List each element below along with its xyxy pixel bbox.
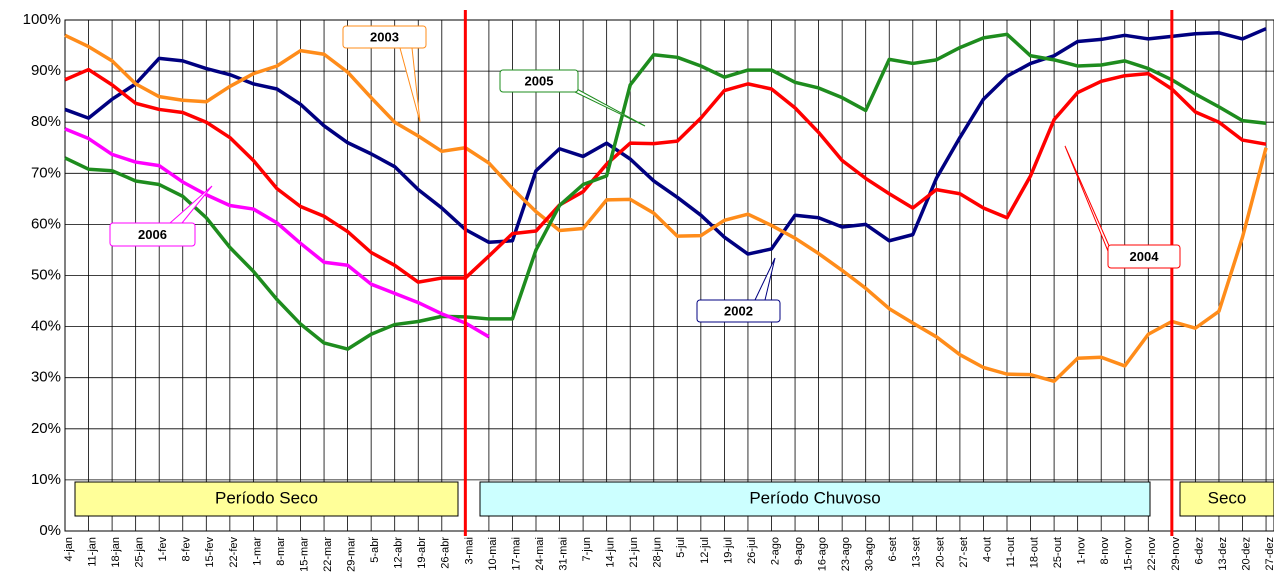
callout-box [696,299,781,323]
y-tick-label: 30% [31,369,61,386]
x-tick-label: 27-dez [1264,537,1274,571]
callout-box [342,25,427,49]
y-tick-label: 10% [31,471,61,488]
x-tick-label: 1-fev [157,537,169,562]
x-tick-label: 25-jan [134,537,146,568]
x-tick-label: 23-ago [840,537,852,571]
y-tick-label: 90% [31,62,61,79]
x-tick-label: 22-mar [322,537,334,572]
x-tick-label: 1-nov [1076,537,1088,565]
x-tick-label: 22-fev [228,537,240,568]
x-tick-label: 5-jul [675,537,687,558]
x-tick-label: 25-out [1052,537,1064,568]
x-tick-label: 10-mai [487,537,499,571]
x-tick-label: 15-nov [1123,537,1135,571]
callout-box [1107,244,1181,269]
period-label: Período Chuvoso [749,488,880,507]
series-line [64,33,1268,384]
y-tick-label: 60% [31,215,61,232]
x-tick-label: 15-mar [298,537,310,572]
x-tick-label: 26-jul [746,537,758,564]
series-line [64,32,1267,351]
callout-label: 2006 [138,227,167,242]
x-tick-label: 8-mar [275,537,287,566]
period-box [479,481,1151,517]
x-tick-label: 2-ago [769,537,781,565]
x-tick-label: 24-mai [534,537,546,571]
x-tick-label: 12-abr [393,537,405,569]
x-tick-label: 15-fev [204,537,216,568]
x-tick-label: 8-fev [181,537,193,562]
x-tick-label: 6-set [887,537,899,561]
callout-box [499,69,579,93]
x-tick-label: 13-dez [1217,537,1229,571]
x-tick-label: 27-set [958,537,970,568]
x-tick-label: 4-jan [63,537,75,561]
period-box [1179,481,1274,517]
x-tick-label: 12-jul [699,537,711,564]
x-tick-label: 20-set [934,537,946,568]
x-tick-label: 21-jun [628,537,640,568]
series-line [64,127,490,339]
y-tick-label: 20% [31,420,61,437]
y-tick-label: 50% [31,266,61,283]
x-tick-label: 13-set [911,537,923,568]
x-tick-label: 3-mai [463,537,475,565]
x-tick-label: 29-nov [1170,537,1182,571]
x-tick-label: 5-abr [369,537,381,563]
x-tick-label: 19-jul [722,537,734,564]
period-box [74,481,459,517]
callout-label: 2004 [1130,249,1160,264]
x-tick-label: 1-mar [251,537,263,566]
y-tick-label: 40% [31,318,61,335]
callout-box [109,222,196,247]
x-tick-label: 6-dez [1193,537,1205,565]
x-tick-label: 8-nov [1099,537,1111,565]
x-tick-label: 11-out [1005,537,1017,567]
period-label: Período Seco [215,488,318,507]
x-tick-label: 9-ago [793,537,805,565]
x-tick-label: 18-jan [110,537,122,568]
period-label: Seco [1208,488,1247,507]
callout-label: 2005 [525,73,554,88]
series-line [64,27,1267,256]
callout-label: 2003 [370,29,399,44]
x-tick-label: 29-mar [346,537,358,572]
x-tick-label: 19-abr [416,537,428,569]
x-tick-label: 17-mai [510,537,522,571]
y-tick-label: 0% [39,522,61,539]
x-tick-label: 30-ago [864,537,876,571]
x-tick-label: 14-jun [605,537,617,568]
x-tick-label: 16-ago [817,537,829,571]
x-tick-label: 11-jan [86,537,98,567]
x-tick-label: 31-mai [557,537,569,571]
x-tick-label: 20-dez [1240,537,1252,571]
y-tick-label: 100% [23,11,61,28]
series-line [64,67,1267,284]
x-tick-label: 4-out [981,537,993,562]
y-tick-label: 80% [31,113,61,130]
x-tick-label: 7-jun [581,537,593,561]
x-tick-label: 26-abr [440,537,452,569]
x-tick-label: 22-nov [1146,537,1158,571]
callout-label: 2002 [724,303,753,318]
y-tick-label: 70% [31,164,61,181]
x-tick-label: 18-out [1028,537,1040,568]
x-tick-label: 28-jun [652,537,664,568]
